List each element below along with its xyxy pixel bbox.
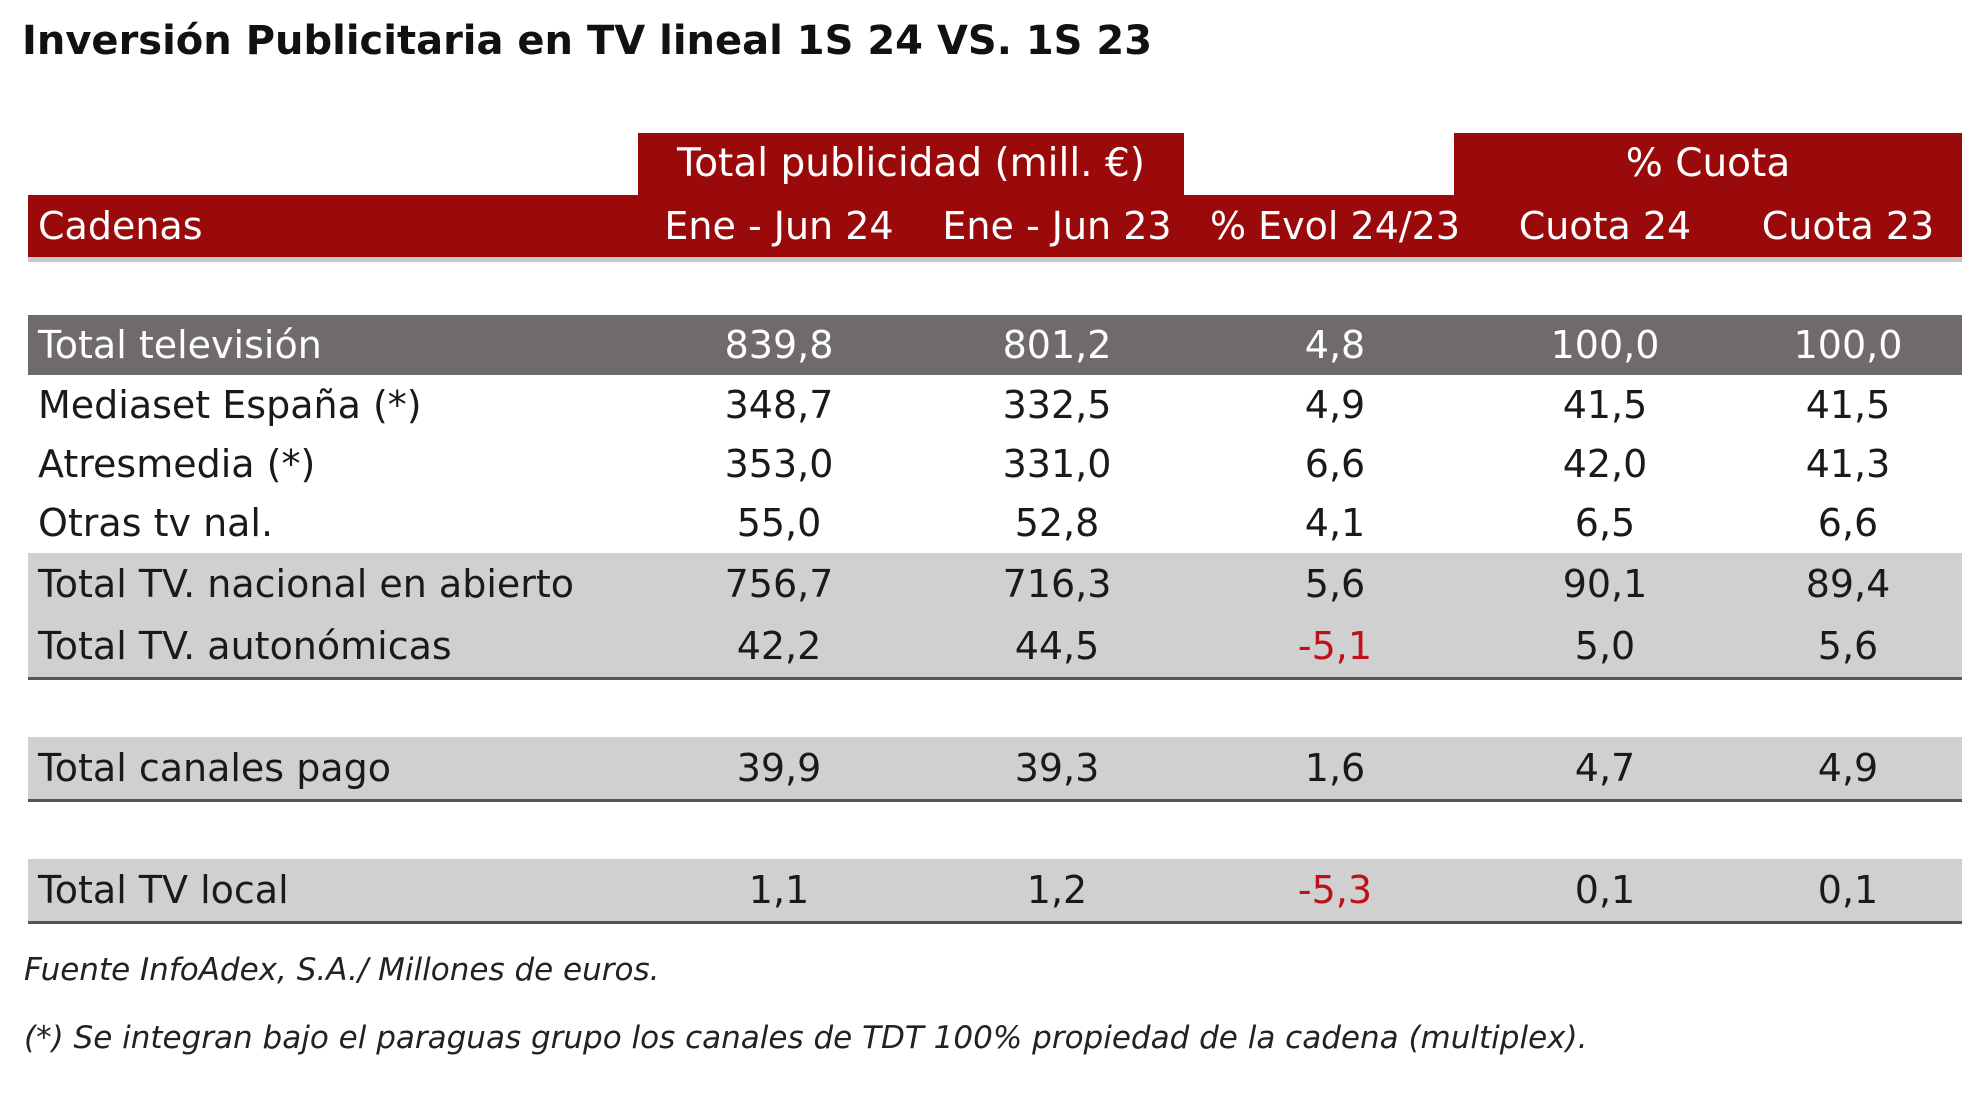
cuota-24-cell: 5,0: [1574, 624, 1636, 668]
ene-jun-23-cell: 331,0: [1002, 442, 1112, 486]
ene-jun-24-cell: 348,7: [724, 383, 834, 427]
cadena-cell: Total televisión: [38, 323, 322, 367]
ene-jun-24-cell: 839,8: [724, 323, 834, 367]
ene-jun-23-cell: 44,5: [1014, 624, 1100, 668]
cuota-23-cell: 4,9: [1817, 746, 1879, 790]
header-divider: [28, 257, 1962, 262]
table-row: Total TV. nacional en abierto 756,7 716,3 5…: [28, 553, 1962, 618]
group-header-cuota: % Cuota: [1454, 133, 1962, 195]
ene-jun-23-cell: 332,5: [1002, 383, 1112, 427]
ene-jun-24-cell: 42,2: [736, 624, 822, 668]
ene-jun-23-cell: 39,3: [1014, 746, 1100, 790]
cuota-23-cell: 6,6: [1817, 501, 1879, 545]
cuota-24-cell: 90,1: [1562, 562, 1648, 606]
table-row: Total televisión 839,8 801,2 4,8 100,0 100,0: [28, 315, 1962, 375]
cuota-23-cell: 0,1: [1817, 868, 1879, 912]
group-header-total-publicidad: Total publicidad (mill. €): [638, 133, 1184, 195]
evol-cell: 1,6: [1304, 746, 1366, 790]
footnote-asterisk: (*) Se integran bajo el paraguas grupo l…: [24, 1020, 1588, 1056]
cuota-24-cell: 4,7: [1574, 746, 1636, 790]
ene-jun-24-cell: 39,9: [736, 746, 822, 790]
evol-cell: 5,6: [1304, 562, 1366, 606]
ene-jun-24-cell: 55,0: [736, 501, 822, 545]
cuota-24-cell: 100,0: [1550, 323, 1660, 367]
cadena-cell: Total canales pago: [38, 746, 391, 790]
column-header-evol: % Evol 24/23: [1209, 204, 1461, 248]
table-row: Otras tv nal. 55,0 52,8 4,1 6,5 6,6: [28, 494, 1962, 555]
evol-cell: -5,3: [1297, 868, 1373, 912]
column-header-row: Cadenas Ene - Jun 24 Ene - Jun 23 % Evol…: [28, 195, 1962, 257]
cuota-24-cell: 41,5: [1562, 383, 1648, 427]
cuota-23-cell: 100,0: [1793, 323, 1903, 367]
cuota-23-cell: 5,6: [1817, 624, 1879, 668]
table-row: Mediaset España (*) 348,7 332,5 4,9 41,5 41,5: [28, 375, 1962, 437]
ene-jun-24-cell: 1,1: [748, 868, 810, 912]
cadena-cell: Total TV. autonómicas: [38, 624, 452, 668]
ene-jun-23-cell: 1,2: [1026, 868, 1088, 912]
ene-jun-23-cell: 52,8: [1014, 501, 1100, 545]
cadena-cell: Total TV. nacional en abierto: [38, 562, 575, 606]
cadena-cell: Otras tv nal.: [38, 501, 274, 545]
table-row: Total TV. autonómicas 42,2 44,5 -5,1 5,0 5,6: [28, 615, 1962, 680]
table-row: Total TV local 1,1 1,2 -5,3 0,1 0,1: [28, 859, 1962, 924]
ene-jun-23-cell: 801,2: [1002, 323, 1112, 367]
ene-jun-24-cell: 353,0: [724, 442, 834, 486]
cadena-cell: Atresmedia (*): [38, 442, 316, 486]
column-header-cuota-23: Cuota 23: [1761, 204, 1935, 248]
evol-cell: -5,1: [1297, 624, 1373, 668]
cuota-23-cell: 89,4: [1805, 562, 1891, 606]
column-header-ene-jun-23: Ene - Jun 23: [942, 204, 1172, 248]
ene-jun-24-cell: 756,7: [724, 562, 834, 606]
evol-cell: 4,9: [1304, 383, 1366, 427]
page-title: Inversión Publicitaria en TV lineal 1S 2…: [22, 18, 1153, 64]
evol-cell: 6,6: [1304, 442, 1366, 486]
cadena-cell: Mediaset España (*): [38, 383, 422, 427]
column-header-cadenas: Cadenas: [38, 204, 203, 248]
cuota-24-cell: 0,1: [1574, 868, 1636, 912]
column-header-cuota-24: Cuota 24: [1518, 204, 1692, 248]
source-note: Fuente InfoAdex, S.A./ Millones de euros…: [24, 952, 660, 988]
table-row: Total canales pago 39,9 39,3 1,6 4,7 4,9: [28, 737, 1962, 802]
cadena-cell: Total TV local: [38, 868, 289, 912]
evol-cell: 4,1: [1304, 501, 1366, 545]
ene-jun-23-cell: 716,3: [1002, 562, 1112, 606]
cuota-23-cell: 41,3: [1805, 442, 1891, 486]
table-row: Atresmedia (*) 353,0 331,0 6,6 42,0 41,3: [28, 435, 1962, 496]
cuota-24-cell: 6,5: [1574, 501, 1636, 545]
column-header-ene-jun-24: Ene - Jun 24: [664, 204, 894, 248]
cuota-23-cell: 41,5: [1805, 383, 1891, 427]
cuota-24-cell: 42,0: [1562, 442, 1648, 486]
evol-cell: 4,8: [1304, 323, 1366, 367]
